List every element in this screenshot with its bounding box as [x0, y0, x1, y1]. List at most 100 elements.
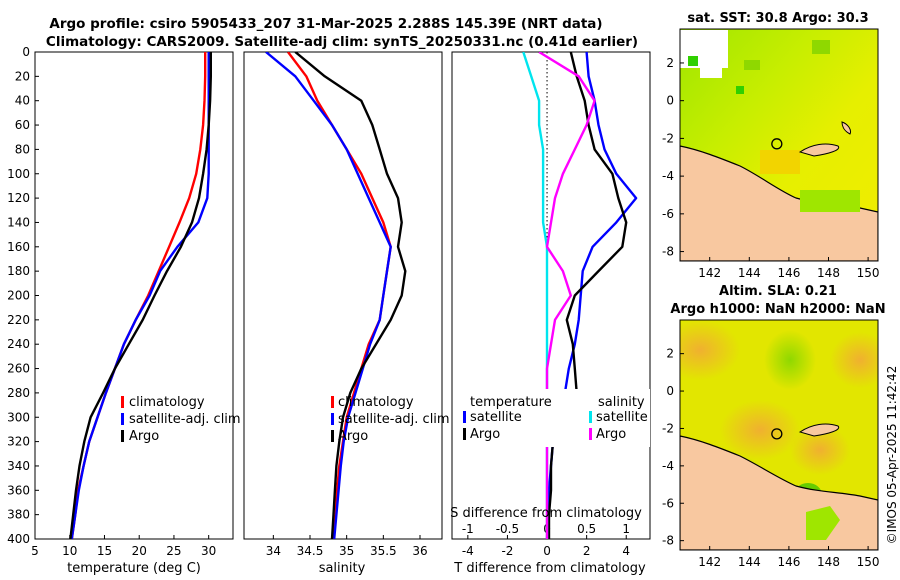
sst-warm-patch [688, 56, 698, 66]
lat-tick-label: -4 [662, 169, 674, 183]
legend-label-argo: Argo [129, 429, 159, 444]
x-tick-label: 2 [583, 544, 591, 558]
lon-tick-label: 144 [738, 555, 761, 569]
argo-position-marker [771, 138, 783, 150]
y-tick-label: 320 [7, 435, 30, 449]
sla-high-anomaly [720, 400, 800, 460]
sla-low-anomaly [764, 330, 816, 390]
y-tick-label: 220 [7, 313, 30, 327]
sla-map-subtitle: Argo h1000: NaN h2000: NaN [670, 302, 885, 317]
y-tick-label: 120 [7, 191, 30, 205]
y-tick-label: 300 [7, 410, 30, 424]
salinity-xlabel: salinity [319, 561, 366, 576]
lat-tick-label: 2 [666, 56, 674, 70]
salinity-panel: 34 34.5 35 35.5 36 salinity climatology sate… [243, 51, 450, 576]
series-argo [69, 52, 213, 539]
x-tick-label: 10 [62, 544, 77, 558]
legend-swatch-argo [331, 430, 334, 442]
x-tick-label: 35 [339, 544, 354, 558]
sst-lat-tick-labels: -8 -6 -4 -2 0 2 [662, 56, 684, 259]
sst-map-field [680, 29, 878, 261]
sla-coastal-green [806, 506, 840, 540]
lon-tick-label: 148 [817, 266, 840, 280]
legend-swatch-satellite [331, 413, 334, 425]
x-tick-label: 15 [97, 544, 112, 558]
sla-map-frame [679, 319, 879, 551]
salinity-axes-box [243, 51, 443, 540]
legend-label-s-satellite: satellite [596, 410, 648, 425]
s-diff-tick-label: -0.5 [496, 522, 519, 536]
lat-tick-label: -6 [662, 207, 674, 221]
y-tick-label: 240 [7, 337, 30, 351]
legend-swatch-argo [121, 430, 124, 442]
lon-tick-label: 142 [698, 266, 721, 280]
y-tick-label: 0 [22, 45, 30, 59]
legend-swatch-t-satellite [463, 411, 466, 423]
x-tick-label: 34 [266, 544, 281, 558]
t-difference-label: T difference from climatology [453, 561, 646, 576]
x-tick-label: 25 [166, 544, 181, 558]
s-diff-tick-label: 0.5 [577, 522, 596, 536]
x-tick-label: 4 [622, 544, 630, 558]
sla-high-anomaly [830, 332, 878, 388]
lat-tick-label: 0 [666, 94, 674, 108]
sla-map-panel: Altim. SLA: 0.21 Argo h1000: NaN h2000: … [662, 284, 886, 569]
lat-tick-label: 2 [666, 347, 674, 361]
figure-title-line1: Argo profile: csiro 5905433_207 31-Mar-2… [49, 16, 602, 32]
y-tick-label: 140 [7, 215, 30, 229]
y-tick-label: 60 [15, 118, 30, 132]
y-tick-label: 360 [7, 483, 30, 497]
sla-lat-tick-labels: -8 -6 -4 -2 0 2 [662, 347, 684, 548]
legend-label-t-argo: Argo [470, 427, 500, 442]
sst-map-title: sat. SST: 30.8 Argo: 30.3 [687, 11, 868, 26]
legend-swatch-satellite [121, 413, 124, 425]
y-tick-label: 80 [15, 142, 30, 156]
x-tick-label: -4 [462, 544, 474, 558]
lon-tick-label: 148 [817, 555, 840, 569]
lat-tick-label: -8 [662, 245, 674, 259]
sla-lon-tick-labels: 142 144 146 148 150 [698, 546, 880, 569]
temperature-lines [69, 52, 213, 539]
legend-title-salinity: salinity [598, 395, 645, 410]
lon-tick-label: 144 [738, 266, 761, 280]
credit-text: ©IMOS 05-Apr-2025 11:42:42 [885, 366, 899, 545]
figure-title-line2: Climatology: CARS2009. Satellite-adj cli… [46, 34, 638, 50]
legend-label-s-argo: Argo [596, 427, 626, 442]
series-argo [294, 52, 407, 539]
temperature-panel: 0 20 40 60 80 100 120 140 160 180 200 220 240 260 280 3… [7, 45, 241, 576]
temperature-xlabel: temperature (deg C) [67, 561, 201, 576]
temperature-legend: climatology satellite-adj. clim Argo [121, 395, 241, 444]
sst-coastal-green [800, 190, 860, 212]
series-salinity-argo [538, 52, 596, 539]
y-tick-label: 400 [7, 532, 30, 546]
lon-tick-label: 146 [777, 555, 800, 569]
sla-map-title: Altim. SLA: 0.21 [719, 284, 837, 299]
series-temperature-argo [547, 52, 628, 539]
difference-panel: -4 -2 0 2 4 -1 -0.5 0 0.5 1 S difference from cl… [450, 51, 651, 576]
lon-tick-label: 142 [698, 555, 721, 569]
x-tick-label: 35.5 [370, 544, 397, 558]
salinity-legend: climatology satellite-adj. clim Argo [331, 395, 450, 444]
y-tick-label: 380 [7, 508, 30, 522]
argo-position-marker [771, 428, 783, 440]
lon-tick-label: 150 [857, 266, 880, 280]
sst-island [798, 143, 840, 157]
lon-tick-label: 150 [857, 555, 880, 569]
legend-swatch-t-argo [463, 428, 466, 440]
lon-tick-label: 146 [777, 266, 800, 280]
sst-missing-data [700, 58, 722, 78]
x-tick-label: 34.5 [297, 544, 324, 558]
x-tick-label: 5 [31, 544, 39, 558]
sst-cool-patch [760, 150, 800, 174]
x-tick-label: 0 [543, 544, 551, 558]
lat-tick-label: 0 [666, 384, 674, 398]
sst-warm-patch [744, 60, 760, 70]
legend-label-argo: Argo [338, 429, 368, 444]
salinity-tick-labels: 34 34.5 35 35.5 36 [266, 535, 428, 558]
legend-label-climatology: climatology [338, 395, 414, 410]
y-tick-label: 340 [7, 459, 30, 473]
y-tick-label: 180 [7, 264, 30, 278]
y-tick-label: 280 [7, 386, 30, 400]
sst-map-frame [679, 28, 879, 262]
